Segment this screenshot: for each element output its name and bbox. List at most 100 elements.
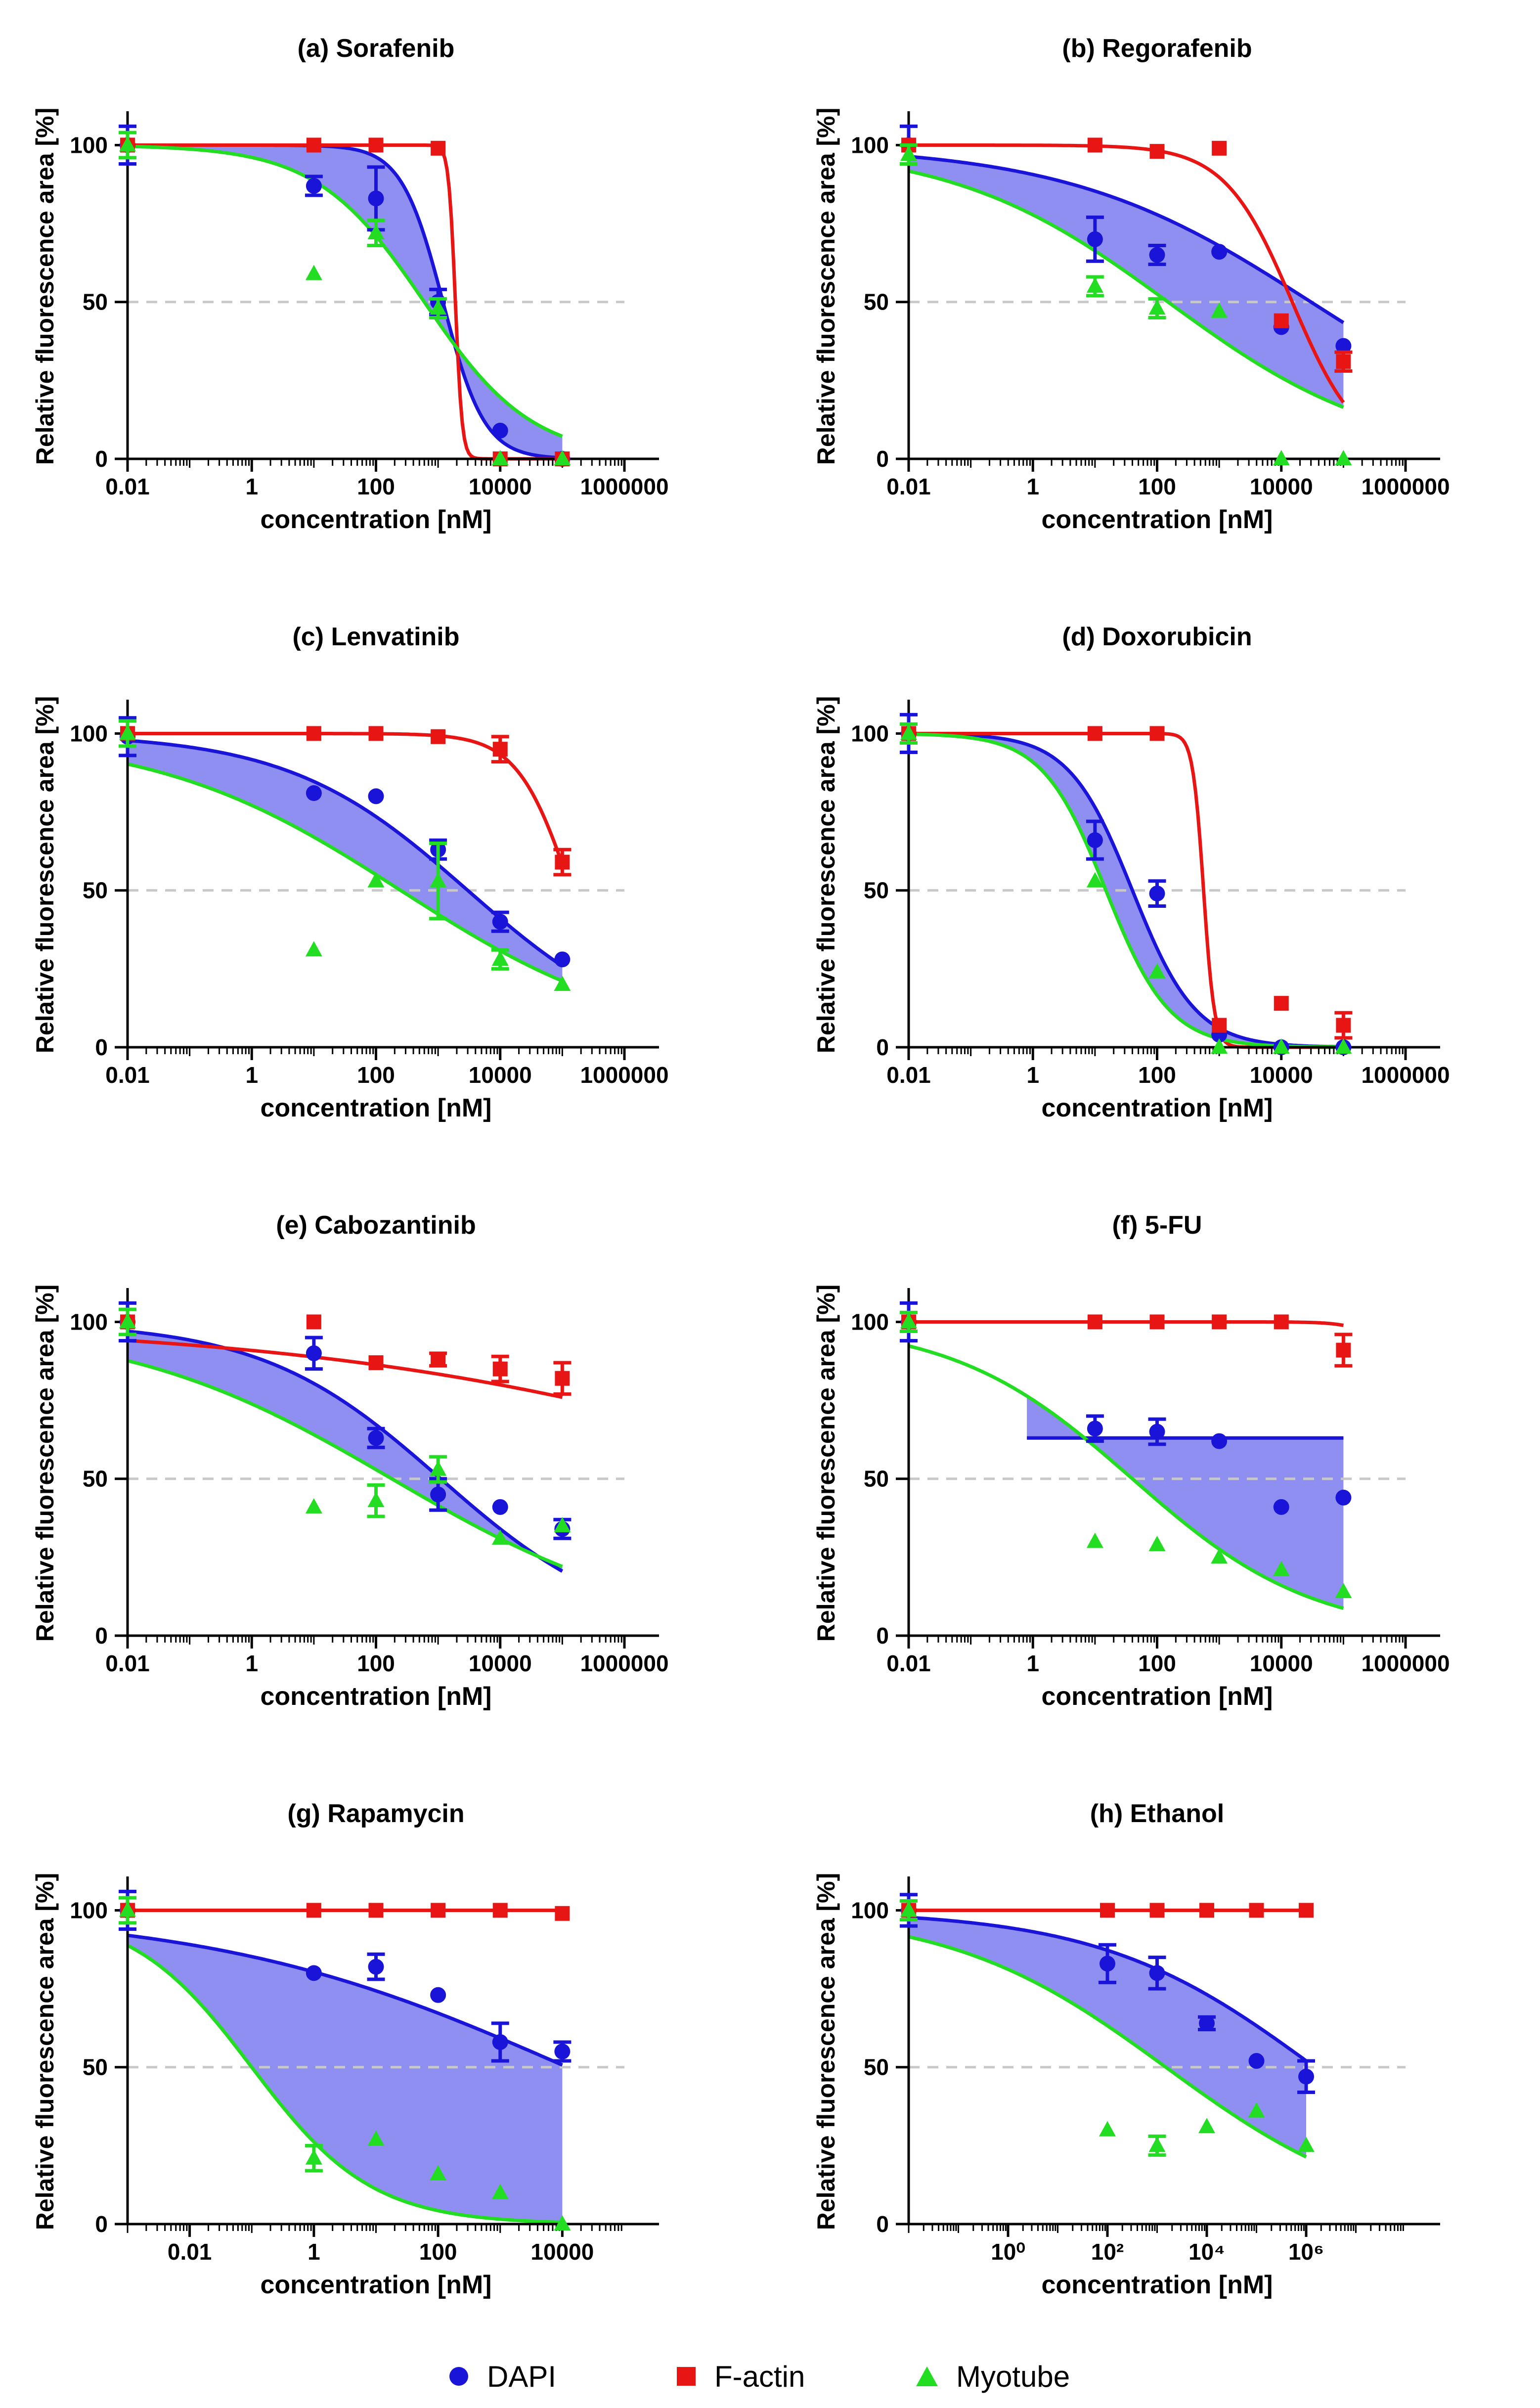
y-tick-label: 100 — [851, 1897, 889, 1923]
factin-point — [1249, 1903, 1264, 1918]
x-tick-label: 10000 — [469, 1650, 532, 1676]
factin-fit-curve — [909, 1320, 1344, 1327]
factin-point — [1199, 1903, 1214, 1918]
x-tick-label: 1 — [245, 1650, 258, 1676]
myotube-point — [430, 872, 447, 888]
dapi-point — [1199, 2015, 1215, 2031]
dapi-point — [492, 914, 508, 930]
y-tick-label: 100 — [70, 1897, 108, 1923]
dapi-point — [306, 1345, 322, 1361]
dapi-point — [1211, 1433, 1228, 1449]
myotube-point — [367, 224, 385, 240]
dapi-point — [1149, 247, 1165, 263]
x-tick-label: 1 — [245, 1062, 258, 1088]
myotube-point — [430, 2165, 447, 2181]
myotube-point — [1335, 1583, 1352, 1599]
myotube-point — [1099, 2121, 1116, 2137]
chart-title: (g) Rapamycin — [287, 1799, 464, 1828]
myotube-point — [1335, 450, 1352, 465]
x-tick-label: 1000000 — [580, 474, 668, 499]
y-axis-label: Relative fluorescence area [%] — [812, 1285, 840, 1642]
legend-item-factin: F-actin — [675, 2352, 805, 2401]
y-tick-label: 50 — [864, 289, 889, 315]
myotube-fit-curve — [908, 169, 1344, 409]
x-axis-label: concentration [nM] — [1042, 1094, 1273, 1122]
myotube-point — [1148, 963, 1166, 979]
myotube-point — [554, 1516, 571, 1532]
dapi-point — [368, 1959, 384, 1975]
myotube-fit-curve — [127, 144, 563, 438]
myotube-point — [1211, 1548, 1228, 1564]
y-tick-label: 0 — [876, 1623, 889, 1649]
x-tick-label: 0.01 — [105, 474, 150, 499]
legend-label-factin: F-actin — [714, 2360, 805, 2393]
myotube-point — [430, 1460, 447, 1476]
legend-item-myotube: Myotube — [915, 2352, 1070, 2401]
legend-label-dapi: DAPI — [487, 2360, 557, 2393]
dapi-myotube-band — [1027, 1396, 1344, 1608]
myotube-point — [491, 2184, 509, 2199]
factin-point — [1212, 1018, 1227, 1033]
dapi-point — [1149, 1424, 1165, 1440]
myotube-fit-curve — [127, 1359, 563, 1568]
dapi-point — [1298, 2068, 1314, 2085]
myotube-point — [554, 450, 571, 465]
myotube-point — [1273, 1038, 1290, 1054]
factin-point — [1274, 313, 1289, 328]
factin-point — [1100, 1903, 1115, 1918]
chart-panel-6: (g) Rapamycin Relative fluorescence area … — [31, 1799, 659, 2299]
factin-point — [1212, 140, 1227, 156]
dapi-point — [1211, 244, 1228, 260]
y-tick-label: 50 — [864, 2054, 889, 2080]
legend-label-myotube: Myotube — [956, 2360, 1070, 2393]
y-axis-label: Relative fluorescence area [%] — [812, 1873, 840, 2230]
y-tick-label: 50 — [864, 1466, 889, 1492]
y-axis-label: Relative fluorescence area [%] — [812, 108, 840, 465]
y-axis-label: Relative fluorescence area [%] — [31, 1285, 59, 1642]
chart-panel-0: (a) Sorafenib Relative fluorescence area … — [31, 34, 669, 534]
myotube-point — [119, 136, 136, 152]
x-tick-label: 0.01 — [886, 474, 931, 499]
myotube-point — [491, 1529, 509, 1545]
x-tick-label: 10000 — [469, 474, 532, 499]
x-axis-label: concentration [nM] — [261, 505, 492, 534]
y-tick-label: 50 — [864, 878, 889, 903]
dapi-fit-curve — [909, 732, 1344, 1049]
y-tick-label: 100 — [851, 720, 889, 746]
factin-point — [1087, 726, 1102, 741]
myotube-point — [430, 299, 447, 315]
factin-fit-curve — [909, 143, 1345, 403]
x-tick-label: 1000000 — [1361, 1650, 1450, 1676]
x-tick-label: 10⁰ — [991, 2239, 1025, 2265]
dapi-myotube-band — [128, 740, 563, 981]
dapi-myotube-band — [128, 145, 563, 458]
x-tick-label: 100 — [1138, 1062, 1176, 1088]
x-tick-label: 10⁴ — [1188, 2239, 1225, 2265]
myotube-fit-curve — [908, 1344, 1344, 1610]
legend: DAPI F-actin Myotube — [0, 2352, 1540, 2401]
dapi-fit-curve — [127, 1329, 564, 1573]
myotube-point — [119, 724, 136, 740]
x-tick-label: 0.01 — [886, 1062, 931, 1088]
myotube-point — [305, 265, 322, 280]
myotube-point — [305, 941, 322, 957]
factin-point — [1274, 996, 1289, 1011]
myotube-point — [305, 2149, 322, 2165]
myotube-point — [367, 1492, 385, 1508]
dapi-fit-curve — [127, 1933, 563, 2067]
dapi-point — [430, 1486, 446, 1503]
dapi-point — [1149, 1965, 1165, 1981]
y-tick-label: 0 — [876, 446, 889, 472]
x-tick-label: 0.01 — [105, 1062, 150, 1088]
dapi-point — [368, 1430, 384, 1446]
myotube-point — [900, 724, 917, 740]
chart-title: (a) Sorafenib — [298, 34, 455, 63]
y-tick-label: 50 — [83, 878, 108, 903]
factin-point — [306, 137, 321, 153]
dapi-myotube-band — [909, 156, 1344, 407]
factin-point — [368, 137, 384, 153]
myotube-point — [1148, 299, 1166, 315]
dapi-myotube-band — [128, 1935, 563, 2223]
chart-panel-2: (c) Lenvatinib Relative fluorescence area… — [31, 623, 669, 1122]
